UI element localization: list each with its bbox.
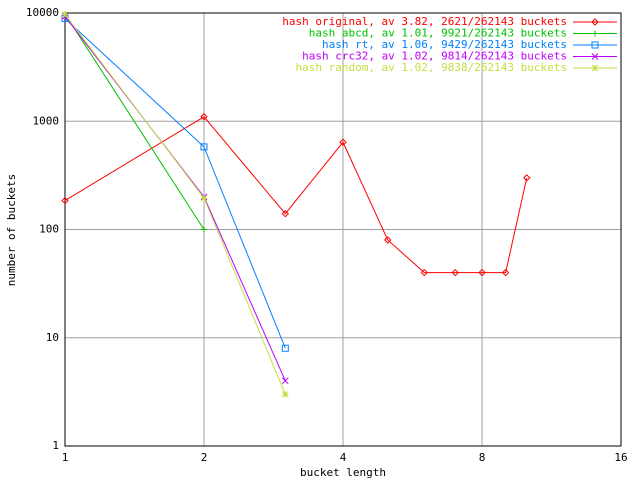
legend-marker: [591, 18, 599, 26]
x-tick-label: 1: [62, 451, 69, 464]
x-axis-label: bucket length: [300, 466, 386, 479]
data-point: [200, 143, 208, 151]
data-point: [281, 390, 289, 398]
data-point: [201, 226, 207, 233]
data-point: [200, 194, 208, 202]
legend-label: hash original, av 3.82, 2621/262143 buck…: [282, 15, 567, 28]
y-tick-label: 1000: [33, 114, 60, 127]
x-tick-label: 4: [340, 451, 347, 464]
x-tick-label: 16: [614, 451, 627, 464]
legend-label: hash crc32, av 1.02, 9814/262143 buckets: [302, 50, 567, 63]
data-point: [451, 268, 459, 277]
data-point: [478, 268, 486, 277]
plot-border: [64, 12, 622, 447]
legend-label: hash rt, av 1.06, 9429/262143 buckets: [322, 38, 567, 51]
data-point: [281, 344, 289, 352]
legend-marker: [591, 41, 599, 49]
y-tick-label: 100: [39, 223, 59, 236]
data-point: [61, 196, 69, 205]
y-axis-label: number of buckets: [5, 174, 18, 287]
data-point: [384, 236, 392, 244]
data-point: [200, 113, 208, 121]
data-point: [523, 174, 531, 182]
data-point: [501, 268, 510, 277]
data-point: [281, 377, 289, 385]
legend-label: hash random, av 1.02, 9838/262143 bucket…: [295, 61, 567, 74]
y-tick-label: 10000: [26, 6, 59, 19]
series-line: [64, 13, 205, 230]
data-point: [61, 11, 69, 18]
y-tick-label: 1: [52, 439, 59, 452]
series-line: [64, 18, 286, 349]
x-tick-label: 8: [479, 451, 486, 464]
data-point: [420, 268, 429, 277]
x-tick-label: 2: [201, 451, 208, 464]
legend-label: hash abcd, av 1.01, 9921/262143 buckets: [309, 27, 567, 40]
legend-marker: [592, 30, 598, 37]
legend-marker: [591, 53, 599, 60]
series-line: [64, 16, 286, 382]
y-tick-label: 10: [46, 331, 59, 344]
data-point: [339, 138, 347, 146]
legend-marker: [591, 64, 599, 72]
data-point: [281, 209, 290, 218]
series-line: [64, 116, 528, 274]
